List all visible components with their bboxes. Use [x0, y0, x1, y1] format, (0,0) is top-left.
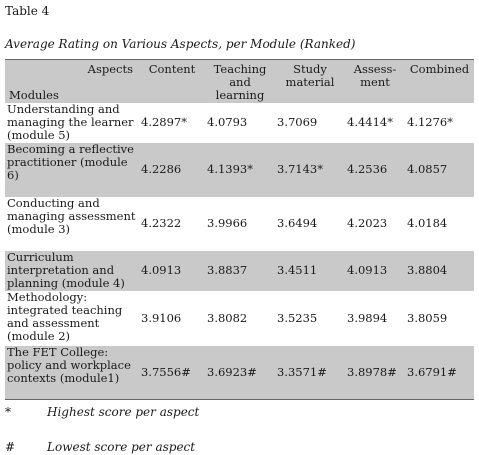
table-row: Becoming a reflective practitioner (modu…: [5, 142, 474, 197]
value-cell: 3.7556#: [139, 345, 205, 400]
module-name: Methodology: integrated teaching and ass…: [5, 290, 139, 346]
value-cell: 4.0793: [205, 102, 275, 143]
column-header-study-material: Study material: [275, 59, 345, 103]
table-row: Understanding and managing the learner (…: [5, 102, 474, 143]
value-cell: 4.2536: [345, 142, 405, 197]
value-cell: 3.9106: [139, 290, 205, 346]
value-cell: 3.9894: [345, 290, 405, 346]
footnote-lowest: # Lowest score per aspect: [5, 440, 195, 454]
value-cell: 3.9966: [205, 196, 275, 251]
value-cell: 3.7069: [275, 102, 345, 143]
value-cell: 4.2322: [139, 196, 205, 251]
value-cell: 4.1276*: [405, 102, 474, 143]
table-row: The FET College: policy and workplace co…: [5, 345, 474, 400]
footnote-text: Highest score per aspect: [47, 405, 200, 419]
column-header-content: Content: [139, 59, 205, 103]
value-cell: 4.0913: [345, 250, 405, 291]
value-cell: 4.1393*: [205, 142, 275, 197]
value-cell: 3.7143*: [275, 142, 345, 197]
table-label: Table 4: [5, 4, 50, 18]
value-cell: 3.6494: [275, 196, 345, 251]
table-title: Average Rating on Various Aspects, per M…: [5, 37, 356, 51]
column-header-teaching: Teaching and learning: [205, 59, 275, 103]
aspects-label: Aspects: [87, 62, 133, 76]
value-cell: 3.8837: [205, 250, 275, 291]
column-header-combined: Combined: [405, 59, 474, 103]
value-cell: 3.4511: [275, 250, 345, 291]
table-row: Conducting and managing assessment (modu…: [5, 196, 474, 251]
value-cell: 3.8804: [405, 250, 474, 291]
module-name: Curriculum interpretation and planning (…: [5, 250, 139, 291]
value-cell: 3.6923#: [205, 345, 275, 400]
value-cell: 3.8082: [205, 290, 275, 346]
footnote-symbol: #: [5, 440, 16, 454]
table-row: Methodology: integrated teaching and ass…: [5, 290, 474, 346]
footnote-symbol: *: [5, 405, 11, 419]
value-cell: 4.2286: [139, 142, 205, 197]
header-corner-cell: Aspects Modules: [5, 59, 139, 103]
module-name: The FET College: policy and workplace co…: [5, 345, 139, 400]
value-cell: 3.8978#: [345, 345, 405, 400]
footnote-text: Lowest score per aspect: [47, 440, 196, 454]
value-cell: 3.3571#: [275, 345, 345, 400]
value-cell: 3.8059: [405, 290, 474, 346]
ratings-table: Aspects Modules Content Teaching and lea…: [5, 59, 474, 400]
module-name: Understanding and managing the learner (…: [5, 102, 139, 143]
value-cell: 4.0184: [405, 196, 474, 251]
value-cell: 4.2897*: [139, 102, 205, 143]
modules-label: Modules: [9, 87, 59, 102]
value-cell: 3.5235: [275, 290, 345, 346]
value-cell: 4.4414*: [345, 102, 405, 143]
header-row: Aspects Modules Content Teaching and lea…: [5, 59, 474, 103]
module-name: Becoming a reflective practitioner (modu…: [5, 142, 139, 197]
module-name: Conducting and managing assessment (modu…: [5, 196, 139, 251]
table-row: Curriculum interpretation and planning (…: [5, 250, 474, 291]
value-cell: 3.6791#: [405, 345, 474, 400]
value-cell: 4.0913: [139, 250, 205, 291]
column-header-assessment: Assess-ment: [345, 59, 405, 103]
footnote-highest: * Highest score per aspect: [5, 405, 199, 419]
value-cell: 4.2023: [345, 196, 405, 251]
value-cell: 4.0857: [405, 142, 474, 197]
